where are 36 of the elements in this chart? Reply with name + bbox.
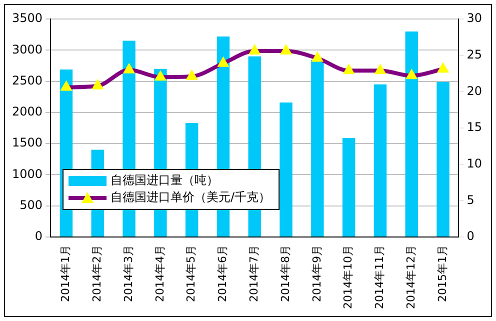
- bar: [342, 138, 356, 237]
- y2-tick-label: 5: [466, 192, 474, 207]
- y-tick-label: 1500: [12, 136, 43, 150]
- legend-label: 自德国进口量（吨）: [110, 173, 219, 188]
- y-tick-label: 3500: [12, 11, 43, 26]
- y2-tick-label: 15: [466, 120, 482, 134]
- y-tick-label: 2500: [12, 73, 43, 88]
- bar: [436, 82, 450, 237]
- x-tick-label: 2014年11月: [373, 245, 386, 310]
- y2-tick-label: 25: [466, 47, 482, 62]
- x-tick-label: 2015年1月: [436, 245, 449, 302]
- x-tick-label: 2014年1月: [59, 245, 72, 302]
- x-tick-label: 2014年12月: [404, 245, 418, 310]
- bar: [311, 60, 324, 237]
- y2-tick-label: 20: [466, 84, 482, 98]
- x-tick-label: 2014年2月: [90, 245, 104, 302]
- y-tick-label: 1000: [12, 166, 43, 181]
- bar: [405, 31, 418, 237]
- y2-tick-label: 0: [466, 229, 474, 244]
- x-tick-label: 2014年10月: [342, 245, 355, 310]
- y-tick-label: 500: [20, 198, 43, 212]
- x-tick-label: 2014年7月: [247, 245, 260, 302]
- legend-label: 自德国进口单价（美元/千克）: [110, 190, 271, 204]
- y2-tick-label: 10: [466, 156, 482, 170]
- y-tick-label: 3000: [12, 42, 43, 56]
- y-tick-label: 2000: [12, 104, 43, 119]
- x-tick-label: 2014年6月: [216, 245, 230, 302]
- bar: [280, 102, 292, 237]
- x-tick-label: 2014年4月: [153, 245, 166, 302]
- x-tick-label: 2014年8月: [278, 245, 292, 302]
- y-tick-label: 0: [34, 229, 43, 244]
- bar: [374, 84, 387, 237]
- x-tick-label: 2014年9月: [310, 245, 324, 302]
- x-tick-label: 2014年3月: [122, 245, 135, 302]
- y2-tick-label: 30: [466, 11, 482, 26]
- x-tick-label: 2014年5月: [184, 245, 198, 302]
